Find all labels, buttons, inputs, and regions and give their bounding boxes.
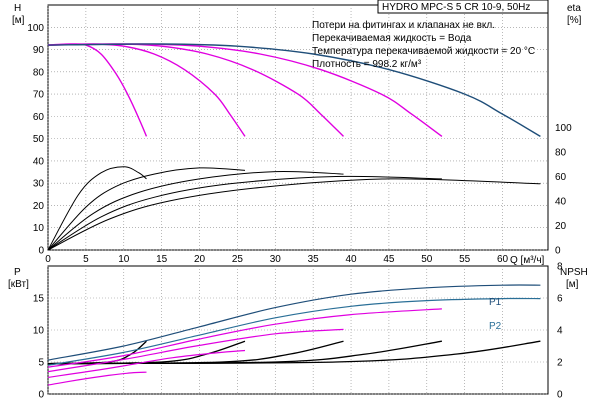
tick-label-q: 60 bbox=[497, 254, 509, 265]
power-curve-p2 bbox=[47, 297, 541, 366]
y-axis-unit-eta: [%] bbox=[567, 15, 582, 26]
tick-label-h: 60 bbox=[33, 112, 45, 123]
tick-label-npsh: 4 bbox=[557, 326, 563, 337]
y-axis-label-npsh: NPSH bbox=[560, 267, 588, 278]
upper-grid bbox=[47, 5, 548, 251]
tick-label-h: 40 bbox=[33, 156, 45, 167]
tick-label-q: 30 bbox=[270, 254, 282, 265]
upper-curves bbox=[47, 43, 541, 251]
power-curve-4 bbox=[47, 308, 442, 368]
y-axis-unit-p: [кВт] bbox=[8, 279, 29, 290]
upper-plot-frame bbox=[47, 4, 549, 251]
info-line-fittings: Потери на фитингах и клапанах не вкл. bbox=[312, 19, 495, 31]
tick-label-h: 100 bbox=[27, 23, 44, 34]
y-axis-label-h: H bbox=[14, 3, 21, 14]
tick-label-h: 90 bbox=[33, 45, 45, 56]
power-curve-3 bbox=[47, 328, 344, 373]
tick-label-npsh: 6 bbox=[557, 294, 563, 305]
tick-label-p: 5 bbox=[38, 358, 44, 369]
efficiency-curve-3 bbox=[47, 170, 344, 251]
lower-curves bbox=[47, 284, 541, 386]
y-axis-label-p: P bbox=[14, 267, 21, 278]
chart-title: HYDRO MPC-S 5 CR 10-9, 50Hz bbox=[382, 2, 530, 13]
head-curve-5 bbox=[47, 43, 541, 138]
efficiency-curve-1 bbox=[47, 166, 147, 251]
tick-label-eta: 100 bbox=[555, 123, 572, 134]
tick-label-p: 15 bbox=[33, 294, 45, 305]
title-box bbox=[377, 0, 549, 14]
tick-label-q: 55 bbox=[459, 254, 471, 265]
tick-label-h: 80 bbox=[33, 67, 45, 78]
tick-label-p: 0 bbox=[38, 390, 44, 400]
tick-label-q: 0 bbox=[45, 254, 51, 265]
tick-label-q: 35 bbox=[308, 254, 320, 265]
x-axis-label-q: Q [м³/ч] bbox=[510, 255, 545, 266]
tick-label-p: 10 bbox=[33, 326, 45, 337]
tick-label-h: 10 bbox=[33, 223, 45, 234]
info-line-density: Плотность = 998.2 кг/м³ bbox=[312, 59, 422, 70]
head-curve-2 bbox=[47, 43, 246, 137]
tick-label-q: 25 bbox=[232, 254, 244, 265]
lower-tick-labels: 0 5 10 15 0 2 4 6 8 bbox=[33, 262, 563, 400]
tick-label-q: 20 bbox=[194, 254, 206, 265]
efficiency-curve-2 bbox=[47, 167, 246, 251]
efficiency-curve-5 bbox=[47, 178, 541, 251]
power-curve-1 bbox=[47, 371, 147, 386]
tick-label-q: 15 bbox=[156, 254, 168, 265]
series-label-p2: P2 bbox=[489, 321, 502, 332]
tick-label-h: 30 bbox=[33, 179, 45, 190]
tick-label-npsh: 0 bbox=[557, 390, 563, 400]
tick-label-eta: 80 bbox=[555, 148, 567, 159]
upper-tick-labels: 0 10 20 30 40 50 60 70 80 90 100 0 20 40 60 80 100 0 5 10 15… bbox=[27, 23, 572, 265]
tick-label-q: 45 bbox=[383, 254, 395, 265]
head-curve-4 bbox=[47, 43, 443, 137]
tick-label-h: 70 bbox=[33, 90, 45, 101]
tick-label-eta: 40 bbox=[555, 197, 567, 208]
tick-label-h: 20 bbox=[33, 201, 45, 212]
tick-label-eta: 60 bbox=[555, 172, 567, 183]
tick-label-h: 50 bbox=[33, 134, 45, 145]
y-axis-unit-h: [м] bbox=[12, 15, 25, 26]
series-label-p1: P1 bbox=[489, 297, 502, 308]
tick-label-eta: 20 bbox=[555, 221, 567, 232]
head-curve-1 bbox=[47, 43, 148, 137]
y-axis-label-eta: eta bbox=[567, 3, 581, 14]
tick-label-h: 0 bbox=[38, 246, 44, 257]
info-line-liquid: Перекачиваемая жидкость = Вода bbox=[312, 33, 472, 44]
tick-label-q: 40 bbox=[345, 254, 357, 265]
tick-label-npsh: 8 bbox=[557, 262, 563, 273]
info-line-temperature: Температура перекачиваемой жидкости = 20… bbox=[312, 46, 535, 57]
lower-grid bbox=[47, 266, 548, 395]
tick-label-eta: 0 bbox=[555, 246, 561, 257]
power-curve-p1 bbox=[47, 284, 541, 361]
efficiency-curve-4 bbox=[47, 175, 442, 251]
tick-label-q: 50 bbox=[421, 254, 433, 265]
head-curve-3 bbox=[47, 43, 344, 137]
tick-label-q: 5 bbox=[83, 254, 89, 265]
power-curve-2 bbox=[47, 349, 246, 378]
y-axis-unit-npsh: [м] bbox=[566, 279, 579, 290]
tick-label-q: 10 bbox=[118, 254, 130, 265]
npsh-curve-5 bbox=[47, 340, 541, 365]
tick-label-npsh: 2 bbox=[557, 358, 563, 369]
